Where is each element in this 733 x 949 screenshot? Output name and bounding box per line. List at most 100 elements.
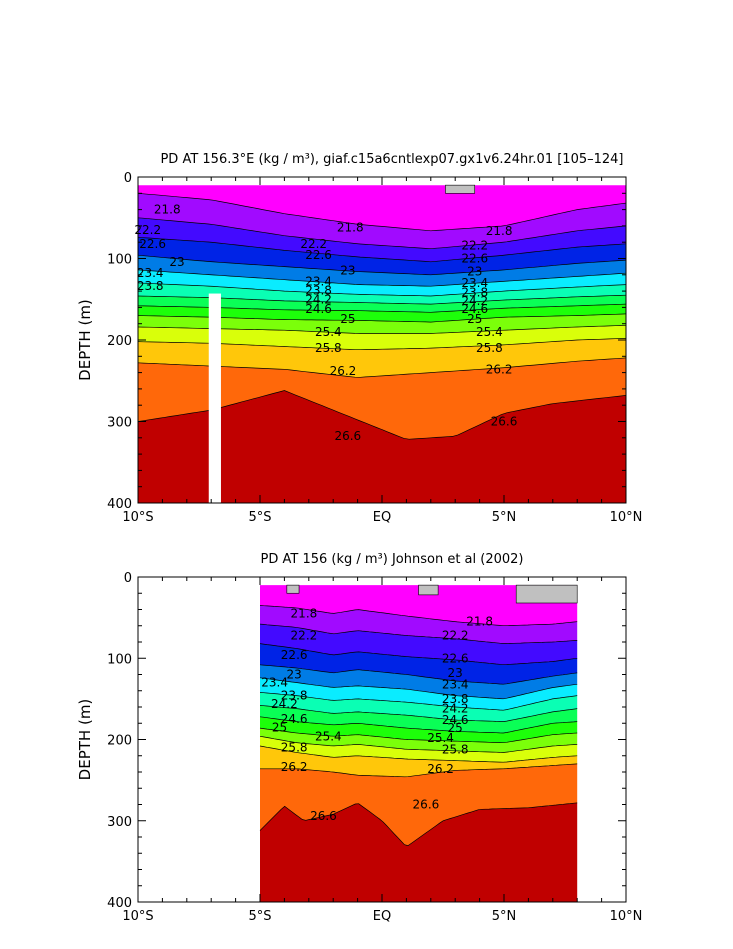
contour-label: 25.4 (476, 325, 503, 339)
contour-label: 25 (467, 312, 482, 326)
contour-label: 23.4 (305, 274, 332, 288)
density-band (138, 313, 626, 334)
density-band (138, 325, 626, 350)
contour-label: 25.4 (315, 729, 342, 743)
contour-label: 21.8 (486, 224, 513, 238)
contour-label: 23 (340, 264, 355, 278)
contour-label: 25 (340, 312, 355, 326)
x-tick-label: 10°S (122, 909, 153, 924)
contour-label: 22.6 (461, 252, 488, 266)
x-tick-label: EQ (373, 909, 391, 924)
contour-label: 25.4 (427, 731, 454, 745)
contour-label: 25.8 (315, 341, 342, 355)
contour-label: 24.2 (461, 294, 488, 308)
density-band (260, 802, 578, 902)
isopycnal-line (137, 236, 627, 263)
density-band (138, 357, 626, 440)
contour-label: 26.6 (491, 415, 518, 429)
y-tick-label: 300 (107, 815, 132, 830)
contour-label: 24.6 (281, 712, 308, 726)
contour-label: 22.2 (291, 629, 318, 643)
y-tick-label: 0 (124, 171, 132, 186)
x-tick-label: EQ (373, 510, 391, 525)
contour-label: 25.8 (476, 341, 503, 355)
chart-title: PD AT 156 (kg / m³) Johnson et al (2002) (261, 552, 524, 567)
y-tick-label: 300 (107, 416, 132, 431)
isopycnal-line (259, 623, 578, 644)
isopycnal-line (259, 705, 578, 722)
contour-label: 22.6 (139, 237, 166, 251)
missing-data-patch (418, 584, 439, 596)
density-band (260, 677, 578, 711)
contour-label: 24.6 (461, 302, 488, 316)
x-tick-label: 5°N (492, 510, 517, 525)
x-tick-label: 10°N (610, 510, 643, 525)
density-band (260, 746, 578, 777)
density-band (260, 605, 578, 644)
isopycnal-line (260, 763, 578, 778)
density-band (138, 255, 626, 287)
panel-1: 21.821.8 21.822.222.2 22.222.622.6 22.62323… (76, 152, 642, 525)
density-band (138, 185, 626, 231)
masked-column (208, 293, 221, 503)
y-tick-label: 400 (107, 497, 132, 512)
contour-label: 23.8 (305, 283, 332, 297)
density-band (260, 643, 578, 685)
missing-data-patch (445, 184, 476, 194)
y-tick-label: 200 (107, 734, 132, 749)
contour-label: 21.8 (154, 203, 181, 217)
contour-label: 25.8 (442, 742, 469, 756)
density-band (260, 664, 578, 699)
contour-label: 22.2 (300, 237, 327, 251)
contour-label: 21.8 (291, 607, 318, 621)
y-tick-label: 400 (107, 896, 132, 911)
y-tick-label: 100 (107, 652, 132, 667)
contour-label: 26.6 (413, 798, 440, 812)
missing-data-patch (515, 584, 578, 604)
x-tick-label: 5°S (248, 909, 271, 924)
contour-label: 23.4 (261, 676, 288, 690)
density-band (260, 728, 578, 753)
x-tick-label: 10°N (610, 909, 643, 924)
isopycnal-line (259, 664, 578, 685)
contour-label: 26.2 (427, 762, 454, 776)
contour-label: 24.2 (305, 292, 332, 306)
y-axis-label: DEPTH (m) (76, 699, 94, 781)
contour-label: 24.6 (442, 713, 469, 727)
contour-label: 22.2 (442, 629, 469, 643)
contour-label: 25 (448, 721, 463, 735)
isopycnal-line (259, 692, 578, 711)
contour-label: 23 (467, 265, 482, 279)
contour-label: 22.6 (281, 648, 308, 662)
density-band (138, 282, 626, 305)
contour-label: 23.4 (461, 276, 488, 290)
contour-label: 26.6 (310, 809, 337, 823)
contour-label: 23 (448, 666, 463, 680)
contour-label: 26.2 (330, 364, 357, 378)
missing-data-patch (286, 584, 300, 594)
isopycnal-line (259, 605, 578, 627)
contour-label: 24.2 (442, 702, 469, 716)
y-tick-label: 200 (107, 334, 132, 349)
density-band (260, 763, 578, 846)
density-band (138, 217, 626, 262)
contour-label: 25 (272, 720, 287, 734)
density-band (138, 193, 626, 249)
contour-label: 26.6 (334, 429, 361, 443)
y-tick-label: 0 (124, 571, 132, 586)
isopycnal-line (259, 716, 578, 734)
x-tick-label: 5°N (492, 909, 517, 924)
contour-label: 23 (287, 668, 302, 682)
contour-label: 24.6 (305, 302, 332, 316)
contour-label: 23.8 (281, 689, 308, 703)
contour-label: 23.8 (442, 692, 469, 706)
isopycnal-line (137, 217, 627, 250)
y-axis-label: DEPTH (m) (76, 299, 94, 381)
contour-label: 23.4 (442, 677, 469, 691)
isopycnal-line (137, 282, 627, 297)
contour-label: 25.8 (281, 741, 308, 755)
isopycnal-line (137, 192, 627, 232)
